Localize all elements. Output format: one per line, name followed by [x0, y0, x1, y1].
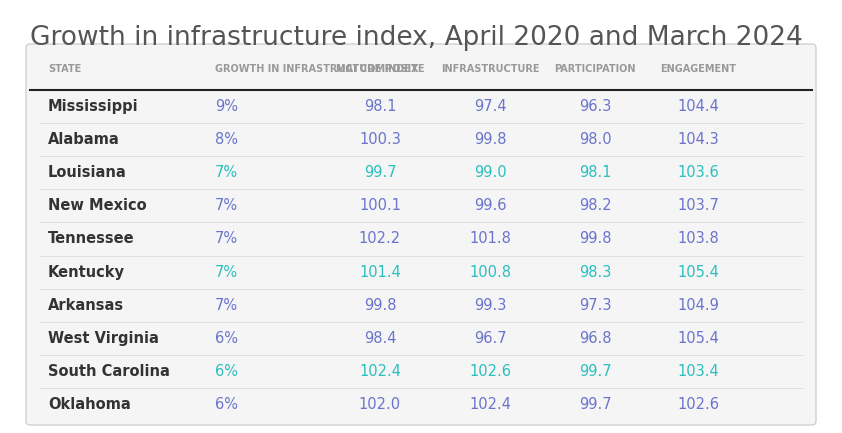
Text: Mississippi: Mississippi	[48, 99, 139, 114]
Text: 102.4: 102.4	[469, 397, 511, 412]
Text: 99.8: 99.8	[578, 232, 611, 246]
Text: 98.0: 98.0	[578, 132, 611, 147]
Text: 99.8: 99.8	[474, 132, 506, 147]
Text: 105.4: 105.4	[677, 265, 719, 280]
Text: 100.3: 100.3	[359, 132, 401, 147]
Text: 7%: 7%	[215, 165, 238, 180]
Text: 99.0: 99.0	[474, 165, 506, 180]
Text: 104.4: 104.4	[677, 99, 719, 114]
Text: 98.2: 98.2	[578, 198, 611, 213]
Text: 7%: 7%	[215, 265, 238, 280]
Text: 103.4: 103.4	[677, 364, 719, 379]
Text: 7%: 7%	[215, 198, 238, 213]
Text: Oklahoma: Oklahoma	[48, 397, 131, 412]
Text: 7%: 7%	[215, 232, 238, 246]
Text: 98.3: 98.3	[578, 265, 611, 280]
Text: 6%: 6%	[215, 397, 238, 412]
Text: 96.7: 96.7	[474, 331, 506, 346]
Text: 103.8: 103.8	[677, 232, 719, 246]
Text: 97.4: 97.4	[474, 99, 506, 114]
Text: 102.4: 102.4	[359, 364, 401, 379]
Text: 102.0: 102.0	[359, 397, 401, 412]
Text: 99.7: 99.7	[578, 397, 611, 412]
Text: 104.9: 104.9	[677, 297, 719, 313]
Text: 6%: 6%	[215, 364, 238, 379]
Text: 99.8: 99.8	[364, 297, 397, 313]
Text: Growth in infrastructure index, April 2020 and March 2024: Growth in infrastructure index, April 20…	[30, 25, 802, 51]
Text: 9%: 9%	[215, 99, 238, 114]
Text: 98.1: 98.1	[578, 165, 611, 180]
Text: INFRASTRUCTURE: INFRASTRUCTURE	[440, 64, 539, 74]
Text: Kentucky: Kentucky	[48, 265, 125, 280]
Text: 99.3: 99.3	[474, 297, 506, 313]
Text: 102.2: 102.2	[359, 232, 401, 246]
Text: Tennessee: Tennessee	[48, 232, 135, 246]
Text: 101.8: 101.8	[469, 232, 511, 246]
Text: 97.3: 97.3	[578, 297, 611, 313]
Text: 99.6: 99.6	[474, 198, 506, 213]
FancyBboxPatch shape	[26, 44, 816, 425]
Text: Arkansas: Arkansas	[48, 297, 124, 313]
Text: 102.6: 102.6	[469, 364, 511, 379]
Text: Alabama: Alabama	[48, 132, 120, 147]
Text: 98.1: 98.1	[364, 99, 397, 114]
Text: 96.8: 96.8	[578, 331, 611, 346]
Text: 100.8: 100.8	[469, 265, 511, 280]
Text: 99.7: 99.7	[578, 364, 611, 379]
Text: 6%: 6%	[215, 331, 238, 346]
Text: 103.7: 103.7	[677, 198, 719, 213]
Text: 98.4: 98.4	[364, 331, 397, 346]
Text: Louisiana: Louisiana	[48, 165, 127, 180]
Text: PARTICIPATION: PARTICIPATION	[554, 64, 636, 74]
Text: 101.4: 101.4	[359, 265, 401, 280]
Text: STATE: STATE	[48, 64, 81, 74]
Text: South Carolina: South Carolina	[48, 364, 170, 379]
Text: 104.3: 104.3	[677, 132, 719, 147]
Text: 105.4: 105.4	[677, 331, 719, 346]
Text: 8%: 8%	[215, 132, 238, 147]
Text: 96.3: 96.3	[578, 99, 611, 114]
Text: 103.6: 103.6	[677, 165, 719, 180]
Text: 102.6: 102.6	[677, 397, 719, 412]
Text: 100.1: 100.1	[359, 198, 401, 213]
Text: West Virginia: West Virginia	[48, 331, 159, 346]
Text: GROWTH IN INFRASTRUCTURE INDEX: GROWTH IN INFRASTRUCTURE INDEX	[215, 64, 418, 74]
Text: 7%: 7%	[215, 297, 238, 313]
Text: ENGAGEMENT: ENGAGEMENT	[660, 64, 736, 74]
Text: New Mexico: New Mexico	[48, 198, 147, 213]
Text: 99.7: 99.7	[364, 165, 397, 180]
Text: MAI COMPOSITE: MAI COMPOSITE	[336, 64, 424, 74]
